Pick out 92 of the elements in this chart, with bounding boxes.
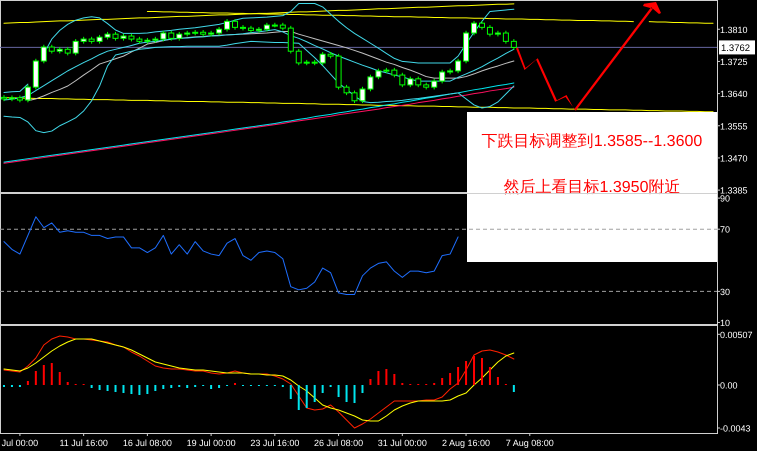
bar — [98, 385, 101, 390]
x-tick-label: Jul 00:00 — [2, 438, 38, 448]
bar — [346, 385, 348, 402]
x-tick-label: 31 Jul 00:00 — [378, 438, 427, 448]
bar — [162, 385, 164, 389]
y-tick-label: 1.3810 — [720, 24, 748, 35]
y-tick-label: 1.3385 — [720, 186, 748, 196]
candlestick — [344, 84, 350, 96]
bar — [441, 378, 444, 385]
candlestick — [40, 44, 47, 64]
candlestick — [407, 76, 414, 88]
ref-line-label: 1.3762 — [721, 42, 750, 54]
x-tick-label: 26 Jul 08:00 — [314, 438, 364, 448]
bar — [170, 385, 172, 388]
bar — [210, 385, 212, 389]
candlestick — [224, 18, 230, 32]
bar — [473, 356, 476, 385]
bar — [186, 385, 188, 388]
y-tick-label: 1.3470 — [720, 153, 748, 164]
bar — [122, 385, 124, 393]
candlestick — [352, 90, 358, 104]
bar — [218, 385, 220, 388]
candlestick — [502, 30, 509, 44]
x-tick-label: 2 Aug 16:00 — [442, 438, 490, 448]
line-series — [3, 216, 459, 295]
candlestick — [160, 30, 166, 42]
candlestick — [72, 38, 79, 56]
y-tick-label: 1.3640 — [720, 89, 748, 100]
bar — [377, 371, 380, 385]
x-tick-label: 7 Aug 08:00 — [506, 438, 554, 448]
bar — [306, 385, 308, 408]
line-series — [3, 40, 514, 134]
candlestick — [232, 18, 238, 30]
bar — [26, 381, 29, 385]
bar — [361, 385, 364, 393]
y-tick-label: 90 — [720, 194, 730, 204]
bar — [385, 369, 388, 385]
bar — [449, 373, 452, 385]
candlestick — [486, 24, 493, 37]
bar — [480, 358, 483, 385]
bar — [146, 385, 148, 394]
bar — [314, 385, 316, 402]
bar — [354, 385, 356, 403]
candlestick — [439, 69, 446, 84]
bar — [42, 365, 45, 385]
y-tick-label: 0.00507 — [720, 330, 753, 340]
candlestick — [399, 72, 406, 88]
bar — [90, 385, 93, 388]
bar — [457, 367, 460, 385]
candlestick — [375, 68, 382, 80]
candlestick — [431, 78, 438, 90]
bar — [369, 379, 372, 385]
bar — [338, 385, 340, 397]
candlestick — [320, 51, 326, 66]
candlestick — [168, 30, 174, 42]
x-tick-label: 16 Jul 08:00 — [122, 438, 172, 448]
bar — [50, 363, 53, 385]
bar — [138, 385, 140, 395]
candlestick — [359, 86, 366, 104]
bar — [154, 385, 156, 391]
bar — [290, 385, 292, 399]
bar — [322, 385, 324, 393]
bar — [34, 371, 37, 385]
bar — [512, 385, 515, 392]
candlestick — [24, 84, 31, 103]
annotation: 下跌目标调整到1.3585--1.3600 — [482, 133, 702, 150]
bar — [114, 385, 117, 392]
bar — [488, 367, 491, 385]
x-tick-label: 23 Jul 16:00 — [250, 438, 300, 448]
y-tick-label: 1.3555 — [720, 121, 748, 132]
bar — [496, 377, 499, 385]
bar — [130, 385, 132, 394]
y-tick-label: 70 — [720, 224, 730, 235]
y-tick-label: 0.00 — [720, 380, 738, 390]
bar — [66, 382, 69, 385]
y-tick-label: 1.3725 — [720, 56, 748, 67]
bar — [106, 385, 109, 391]
x-tick-label: 11 Jul 16:00 — [59, 438, 108, 448]
candlestick — [455, 58, 462, 74]
x-tick-label: 19 Jul 00:00 — [186, 438, 236, 448]
bar — [298, 385, 300, 410]
candlestick — [367, 74, 374, 92]
y-tick-label: 30 — [720, 286, 730, 297]
candlestick — [510, 38, 517, 50]
candlestick — [391, 67, 398, 78]
y-tick-label: -0.0043 — [720, 424, 751, 434]
bar — [393, 374, 396, 385]
candlestick — [288, 25, 294, 54]
candlestick — [471, 20, 478, 36]
y-tick-label: 10 — [720, 318, 730, 328]
bar — [58, 372, 61, 385]
bar — [465, 361, 468, 385]
